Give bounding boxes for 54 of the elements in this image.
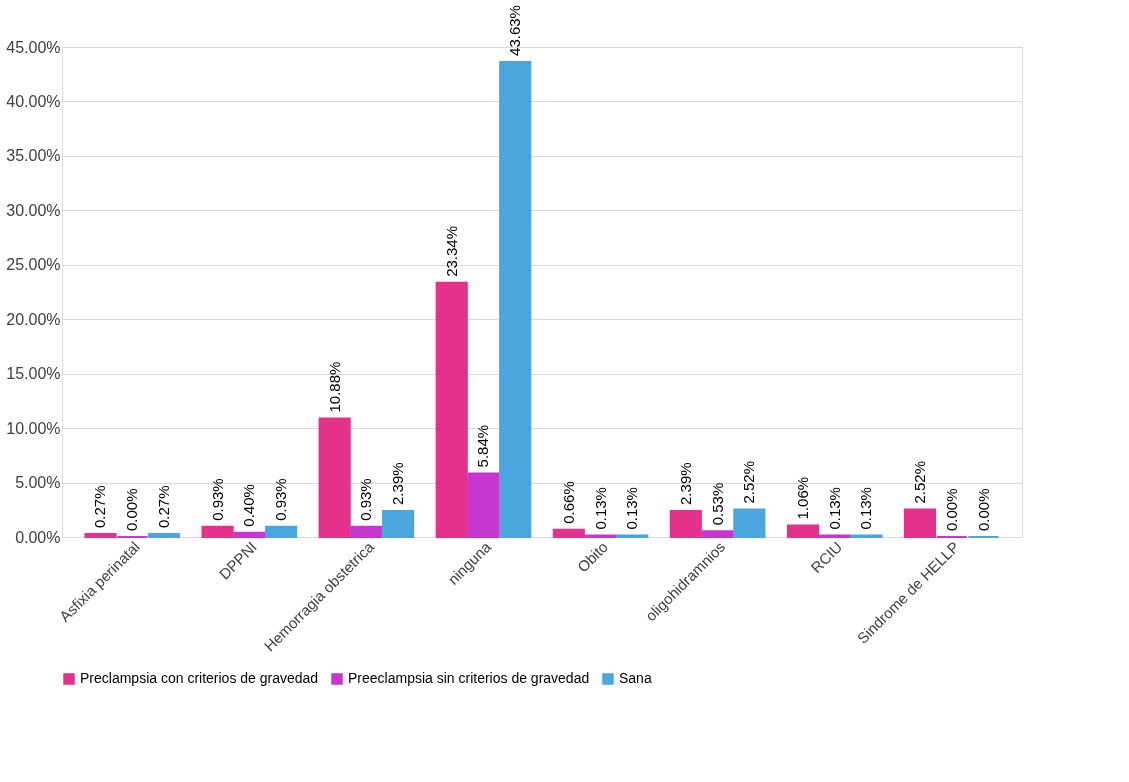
bar bbox=[903, 508, 937, 538]
y-tick-label: 25.00% bbox=[6, 256, 61, 274]
data-label: 0.13% bbox=[857, 487, 875, 530]
data-label: 0.40% bbox=[240, 484, 258, 527]
bar bbox=[733, 508, 766, 538]
data-label: 0.13% bbox=[591, 487, 609, 530]
bar bbox=[84, 533, 117, 538]
data-label: 2.39% bbox=[676, 462, 694, 505]
bar bbox=[233, 531, 266, 538]
bar bbox=[147, 533, 181, 538]
bar bbox=[499, 60, 532, 538]
legend-label: Preeclampsia sin criterios de gravedad bbox=[348, 670, 590, 686]
data-label: 0.27% bbox=[154, 485, 172, 529]
legend-label: Preclampsia con criterios de gravedad bbox=[80, 670, 319, 686]
bar bbox=[435, 281, 468, 538]
data-label: 0.93% bbox=[272, 478, 290, 521]
data-label: 0.00% bbox=[942, 488, 960, 531]
bar bbox=[467, 472, 500, 538]
y-tick-label: 15.00% bbox=[6, 365, 61, 383]
data-label: 0.13% bbox=[623, 487, 641, 530]
data-label: 0.66% bbox=[559, 481, 577, 524]
bar bbox=[701, 530, 734, 538]
bar bbox=[552, 528, 585, 538]
legend-label: Sana bbox=[619, 670, 652, 686]
y-tick-label: 45.00% bbox=[6, 38, 61, 56]
data-label: 0.00% bbox=[974, 488, 992, 531]
bar bbox=[201, 525, 234, 538]
data-label: 2.52% bbox=[740, 461, 758, 504]
data-label: 0.93% bbox=[357, 478, 375, 521]
data-label: 0.93% bbox=[208, 478, 226, 521]
y-tick-label: 35.00% bbox=[6, 147, 61, 165]
bar bbox=[786, 524, 820, 538]
data-label: 10.88% bbox=[325, 361, 343, 413]
data-label: 1.06% bbox=[793, 476, 811, 520]
y-tick-label: 30.00% bbox=[6, 201, 61, 219]
y-tick-label: 5.00% bbox=[15, 474, 61, 492]
data-label: 2.39% bbox=[389, 462, 407, 505]
data-label: 0.27% bbox=[91, 485, 109, 529]
bar bbox=[669, 509, 702, 538]
bar bbox=[318, 417, 351, 538]
bar bbox=[264, 525, 298, 538]
bar bbox=[350, 525, 383, 538]
data-label: 2.52% bbox=[911, 461, 929, 504]
y-tick-label: 40.00% bbox=[6, 92, 61, 110]
y-tick-label: 0.00% bbox=[15, 528, 61, 546]
data-label: 5.84% bbox=[474, 424, 492, 468]
data-label: 23.34% bbox=[442, 225, 460, 277]
data-label: 43.63% bbox=[506, 5, 524, 56]
data-label: 0.00% bbox=[123, 488, 141, 531]
data-label: 0.53% bbox=[708, 482, 726, 526]
bar bbox=[382, 509, 415, 538]
y-tick-label: 10.00% bbox=[6, 419, 61, 437]
data-label: 0.13% bbox=[825, 487, 843, 530]
y-tick-label: 20.00% bbox=[6, 310, 61, 328]
